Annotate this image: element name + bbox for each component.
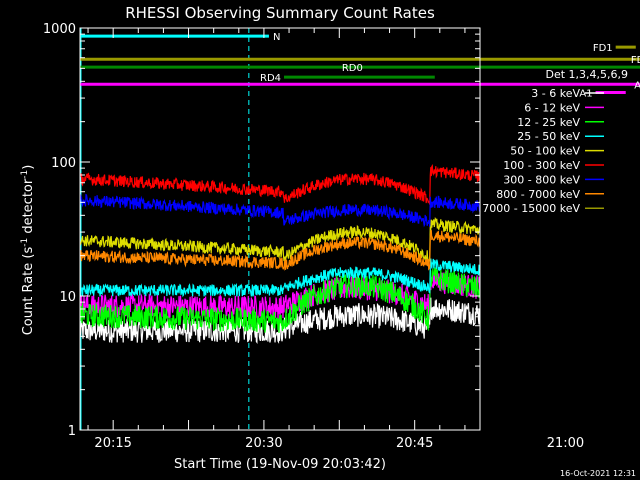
- plot-area: N FD1 FD2 RD0 RD4 A0 A1 1 10 100 1000 20:15 20:30 20:…: [43, 22, 640, 451]
- legend-item-label: 50 - 100 keV: [510, 145, 580, 158]
- annotation-label-3: FD2: [631, 55, 640, 66]
- legend-item-label: 12 - 25 keV: [517, 116, 580, 129]
- x-tick-label: 20:15: [94, 436, 131, 451]
- x-tick-label: 20:30: [245, 436, 282, 451]
- legend-item-label: 6 - 12 keV: [524, 101, 580, 114]
- annotation-label-2: FD1: [593, 43, 613, 54]
- annotation-label-0: N: [273, 32, 280, 43]
- legend-item-label: 800 - 7000 keV: [496, 188, 580, 201]
- series-line-6: [80, 193, 480, 228]
- series-line-7: [80, 229, 480, 271]
- x-axis-label: Start Time (19-Nov-09 20:03:42): [174, 457, 386, 472]
- annotation-label-6: A0: [634, 80, 640, 91]
- legend-item-label: 7000 - 15000 keV: [482, 202, 580, 215]
- legend-item-label: 300 - 800 keV: [503, 173, 580, 186]
- y-tick-label: 100: [51, 156, 76, 171]
- annotation-label-7: A1: [579, 89, 592, 100]
- legend-item-label: 100 - 300 keV: [503, 159, 580, 172]
- x-tick-label: 21:00: [547, 436, 584, 451]
- y-tick-label: 10: [59, 290, 76, 305]
- series-line-3: [80, 258, 480, 298]
- y-tick-label: 1: [68, 424, 76, 439]
- series-line-2: [80, 267, 480, 333]
- x-tick-label: 20:45: [396, 436, 433, 451]
- series-line-4: [80, 216, 480, 266]
- legend-title: Det 1,3,4,5,6,9: [545, 68, 628, 81]
- footer-date: 16-Oct-2021 12:31: [560, 469, 636, 478]
- series-line-0: [80, 297, 480, 345]
- series-group: [80, 163, 480, 345]
- legend-item-label: 3 - 6 keV: [531, 87, 580, 100]
- plot-frame: [79, 27, 481, 431]
- y-axis-label: Count Rate (s-1 detector-1): [20, 165, 36, 336]
- legend-item-label: 25 - 50 keV: [517, 130, 580, 143]
- annotation-label-4: RD0: [342, 63, 363, 74]
- series-line-5: [80, 163, 480, 205]
- y-tick-label: 1000: [43, 22, 76, 37]
- chart-title: RHESSI Observing Summary Count Rates: [125, 4, 435, 22]
- annotation-label-5: RD4: [260, 73, 281, 84]
